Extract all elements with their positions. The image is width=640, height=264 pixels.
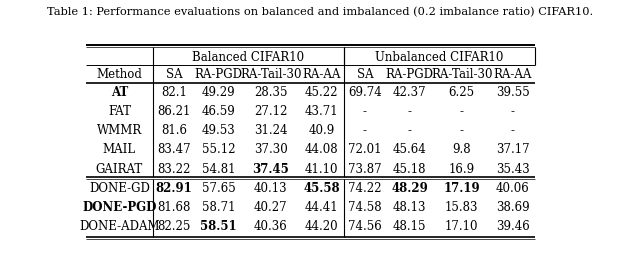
Text: 74.56: 74.56: [348, 220, 382, 233]
Text: FAT: FAT: [108, 105, 131, 118]
Text: RA-AA: RA-AA: [493, 68, 532, 81]
Text: 46.59: 46.59: [202, 105, 236, 118]
Text: 58.71: 58.71: [202, 201, 236, 214]
Text: 9.8: 9.8: [452, 144, 471, 157]
Text: 40.36: 40.36: [254, 220, 287, 233]
Text: 45.58: 45.58: [303, 182, 340, 195]
Text: -: -: [408, 124, 412, 137]
Text: RA-Tail-30: RA-Tail-30: [240, 68, 301, 81]
Text: 73.87: 73.87: [348, 163, 382, 176]
Text: 35.43: 35.43: [495, 163, 529, 176]
Text: 72.01: 72.01: [348, 144, 381, 157]
Text: 82.25: 82.25: [157, 220, 191, 233]
Text: 27.12: 27.12: [254, 105, 287, 118]
Text: 48.29: 48.29: [391, 182, 428, 195]
Text: RA-AA: RA-AA: [302, 68, 340, 81]
Text: DONE-GD: DONE-GD: [89, 182, 150, 195]
Text: Balanced CIFAR10: Balanced CIFAR10: [193, 51, 305, 64]
Text: RA-PGD: RA-PGD: [195, 68, 243, 81]
Text: 37.45: 37.45: [252, 163, 289, 176]
Text: -: -: [408, 105, 412, 118]
Text: SA: SA: [166, 68, 182, 81]
Text: 31.24: 31.24: [254, 124, 287, 137]
Text: 6.25: 6.25: [449, 86, 475, 99]
Text: 40.27: 40.27: [254, 201, 287, 214]
Text: 44.20: 44.20: [305, 220, 339, 233]
Text: DONE-ADAM: DONE-ADAM: [79, 220, 160, 233]
Text: -: -: [363, 124, 367, 137]
Text: 17.19: 17.19: [444, 182, 480, 195]
Text: 44.08: 44.08: [305, 144, 339, 157]
Text: 83.22: 83.22: [157, 163, 191, 176]
Text: 82.1: 82.1: [161, 86, 187, 99]
Text: RA-PGD: RA-PGD: [385, 68, 433, 81]
Text: 49.53: 49.53: [202, 124, 236, 137]
Text: 82.91: 82.91: [156, 182, 193, 195]
Text: 58.51: 58.51: [200, 220, 237, 233]
Text: MAIL: MAIL: [103, 144, 136, 157]
Text: 69.74: 69.74: [348, 86, 382, 99]
Text: 37.17: 37.17: [496, 144, 529, 157]
Text: 48.15: 48.15: [393, 220, 426, 233]
Text: 41.10: 41.10: [305, 163, 339, 176]
Text: 15.83: 15.83: [445, 201, 479, 214]
Text: 86.21: 86.21: [157, 105, 191, 118]
Text: 49.29: 49.29: [202, 86, 236, 99]
Text: 81.68: 81.68: [157, 201, 191, 214]
Text: 81.6: 81.6: [161, 124, 187, 137]
Text: Unbalanced CIFAR10: Unbalanced CIFAR10: [375, 51, 504, 64]
Text: 40.13: 40.13: [254, 182, 287, 195]
Text: SA: SA: [356, 68, 373, 81]
Text: 44.41: 44.41: [305, 201, 339, 214]
Text: 74.22: 74.22: [348, 182, 381, 195]
Text: Table 1: Performance evaluations on balanced and imbalanced (0.2 imbalance ratio: Table 1: Performance evaluations on bala…: [47, 7, 593, 17]
Text: 48.13: 48.13: [393, 201, 426, 214]
Text: 55.12: 55.12: [202, 144, 236, 157]
Text: 17.10: 17.10: [445, 220, 479, 233]
Text: 45.64: 45.64: [393, 144, 426, 157]
Text: 74.58: 74.58: [348, 201, 382, 214]
Text: -: -: [363, 105, 367, 118]
Text: 39.55: 39.55: [495, 86, 529, 99]
Text: 45.22: 45.22: [305, 86, 339, 99]
Text: 37.30: 37.30: [254, 144, 287, 157]
Text: GAIRAT: GAIRAT: [96, 163, 143, 176]
Text: -: -: [511, 124, 515, 137]
Text: Method: Method: [97, 68, 142, 81]
Text: 40.06: 40.06: [495, 182, 529, 195]
Text: -: -: [460, 105, 463, 118]
Text: 28.35: 28.35: [254, 86, 287, 99]
Text: 57.65: 57.65: [202, 182, 236, 195]
Text: -: -: [511, 105, 515, 118]
Text: -: -: [460, 124, 463, 137]
Text: 38.69: 38.69: [496, 201, 529, 214]
Text: 42.37: 42.37: [393, 86, 426, 99]
Text: RA-Tail-30: RA-Tail-30: [431, 68, 492, 81]
Text: 39.46: 39.46: [495, 220, 529, 233]
Text: 40.9: 40.9: [308, 124, 335, 137]
Text: WMMR: WMMR: [97, 124, 142, 137]
Text: DONE-PGD: DONE-PGD: [83, 201, 157, 214]
Text: 83.47: 83.47: [157, 144, 191, 157]
Text: 54.81: 54.81: [202, 163, 236, 176]
Text: 45.18: 45.18: [393, 163, 426, 176]
Text: AT: AT: [111, 86, 128, 99]
Text: 43.71: 43.71: [305, 105, 339, 118]
Text: 16.9: 16.9: [449, 163, 475, 176]
